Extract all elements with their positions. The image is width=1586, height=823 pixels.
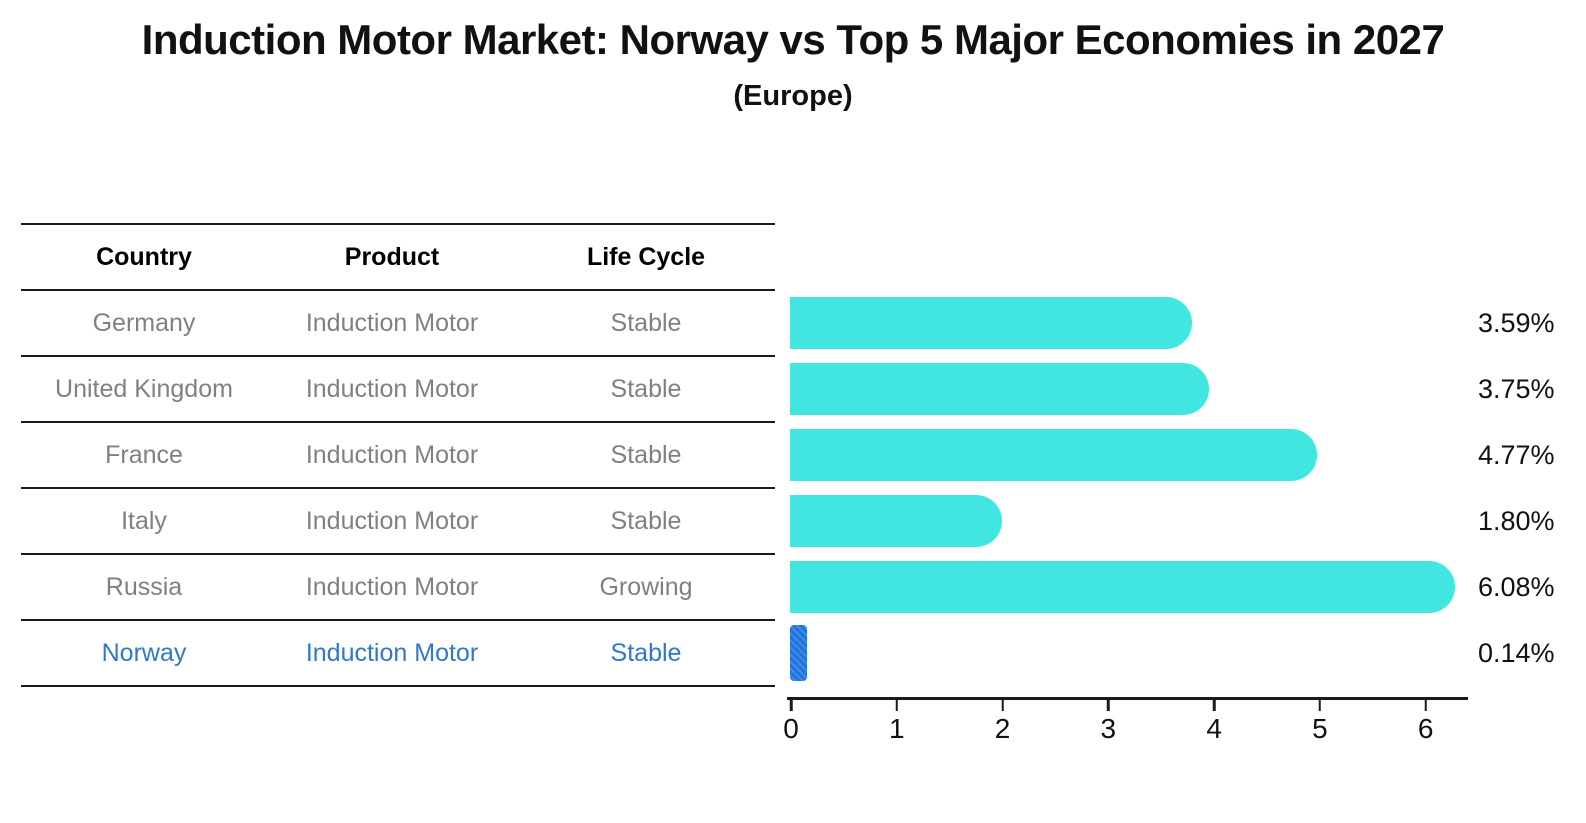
cell-product: Induction Motor [305, 506, 479, 535]
x-tick-label-1: 1 [888, 713, 905, 744]
x-axis-line [787, 697, 1468, 700]
bar-germany [790, 297, 1192, 349]
bar-row-norway: 0.14% [790, 620, 1555, 686]
bar-row-italy: 1.80% [790, 488, 1555, 554]
cell-life-cycle: Stable [610, 308, 682, 337]
cell-product: Induction Motor [305, 374, 479, 403]
bar-chart: 3.59% 3.75% 4.77% 1.80% 6.08% 0.14% [790, 290, 1555, 686]
cell-country: Norway [101, 638, 187, 667]
x-tick-label-2: 2 [994, 713, 1011, 744]
table-row-norway: Norway Induction Motor Stable [21, 619, 775, 685]
bar-russia [790, 561, 1455, 613]
cell-life-cycle: Growing [599, 572, 693, 601]
x-tick-mark-0 [789, 700, 793, 711]
cell-product: Induction Motor [305, 638, 479, 667]
cell-life-cycle: Stable [610, 440, 682, 469]
cell-country: Germany [92, 308, 196, 337]
value-label-italy: 1.80% [1478, 506, 1555, 536]
value-label-russia: 6.08% [1478, 572, 1555, 602]
page-title: Induction Motor Market: Norway vs Top 5 … [141, 16, 1445, 63]
cell-country: United Kingdom [55, 374, 233, 403]
x-tick-label-6: 6 [1417, 713, 1434, 744]
x-tick-mark-4 [1212, 700, 1216, 711]
table-row-russia: Russia Induction Motor Growing [21, 553, 775, 619]
table-row-united-kingdom: United Kingdom Induction Motor Stable [21, 355, 775, 421]
cell-country: Russia [105, 572, 183, 601]
x-tick-label-4: 4 [1206, 713, 1222, 744]
bar-row-france: 4.77% [790, 422, 1555, 488]
cell-product: Induction Motor [305, 440, 479, 469]
x-tick-label-0: 0 [783, 713, 799, 744]
bar-france [790, 429, 1317, 481]
cell-country: France [105, 440, 183, 469]
table-row-italy: Italy Induction Motor Stable [21, 487, 775, 553]
cell-country: Italy [121, 506, 167, 535]
bar-row-germany: 3.59% [790, 290, 1555, 356]
bar-united-kingdom [790, 363, 1209, 415]
value-label-france: 4.77% [1478, 440, 1555, 470]
cell-life-cycle: Stable [610, 638, 682, 667]
x-tick-label-5: 5 [1312, 713, 1328, 744]
col-header-product: Product [344, 242, 440, 271]
table-header-row: Country Product Life Cycle [21, 223, 775, 289]
x-tick-mark-2 [1001, 700, 1004, 711]
col-header-life-cycle: Life Cycle [586, 242, 706, 271]
cell-product: Induction Motor [305, 572, 479, 601]
highlight-bar-norway [790, 625, 807, 681]
bar-row-russia: 6.08% [790, 554, 1555, 620]
cell-life-cycle: Stable [610, 506, 682, 535]
col-header-country: Country [96, 242, 192, 271]
x-axis-ticks: 0 1 2 3 4 5 6 [783, 700, 1468, 750]
bar-row-united-kingdom: 3.75% [790, 356, 1555, 422]
table-row-france: France Induction Motor Stable [21, 421, 775, 487]
table-row-germany: Germany Induction Motor Stable [21, 289, 775, 355]
cell-product: Induction Motor [305, 308, 479, 337]
value-label-norway: 0.14% [1478, 638, 1555, 668]
cell-life-cycle: Stable [610, 374, 682, 403]
x-tick-mark-6 [1424, 700, 1427, 711]
x-tick-label-3: 3 [1100, 713, 1117, 744]
x-tick-mark-1 [895, 700, 899, 711]
x-tick-mark-3 [1107, 700, 1110, 711]
country-table: Country Product Life Cycle Germany Induc… [21, 223, 775, 687]
value-label-germany: 3.59% [1478, 308, 1555, 338]
page-subtitle: (Europe) [733, 80, 853, 112]
x-tick-mark-5 [1318, 700, 1322, 711]
bar-italy [790, 495, 1002, 547]
value-label-united-kingdom: 3.75% [1478, 374, 1555, 404]
